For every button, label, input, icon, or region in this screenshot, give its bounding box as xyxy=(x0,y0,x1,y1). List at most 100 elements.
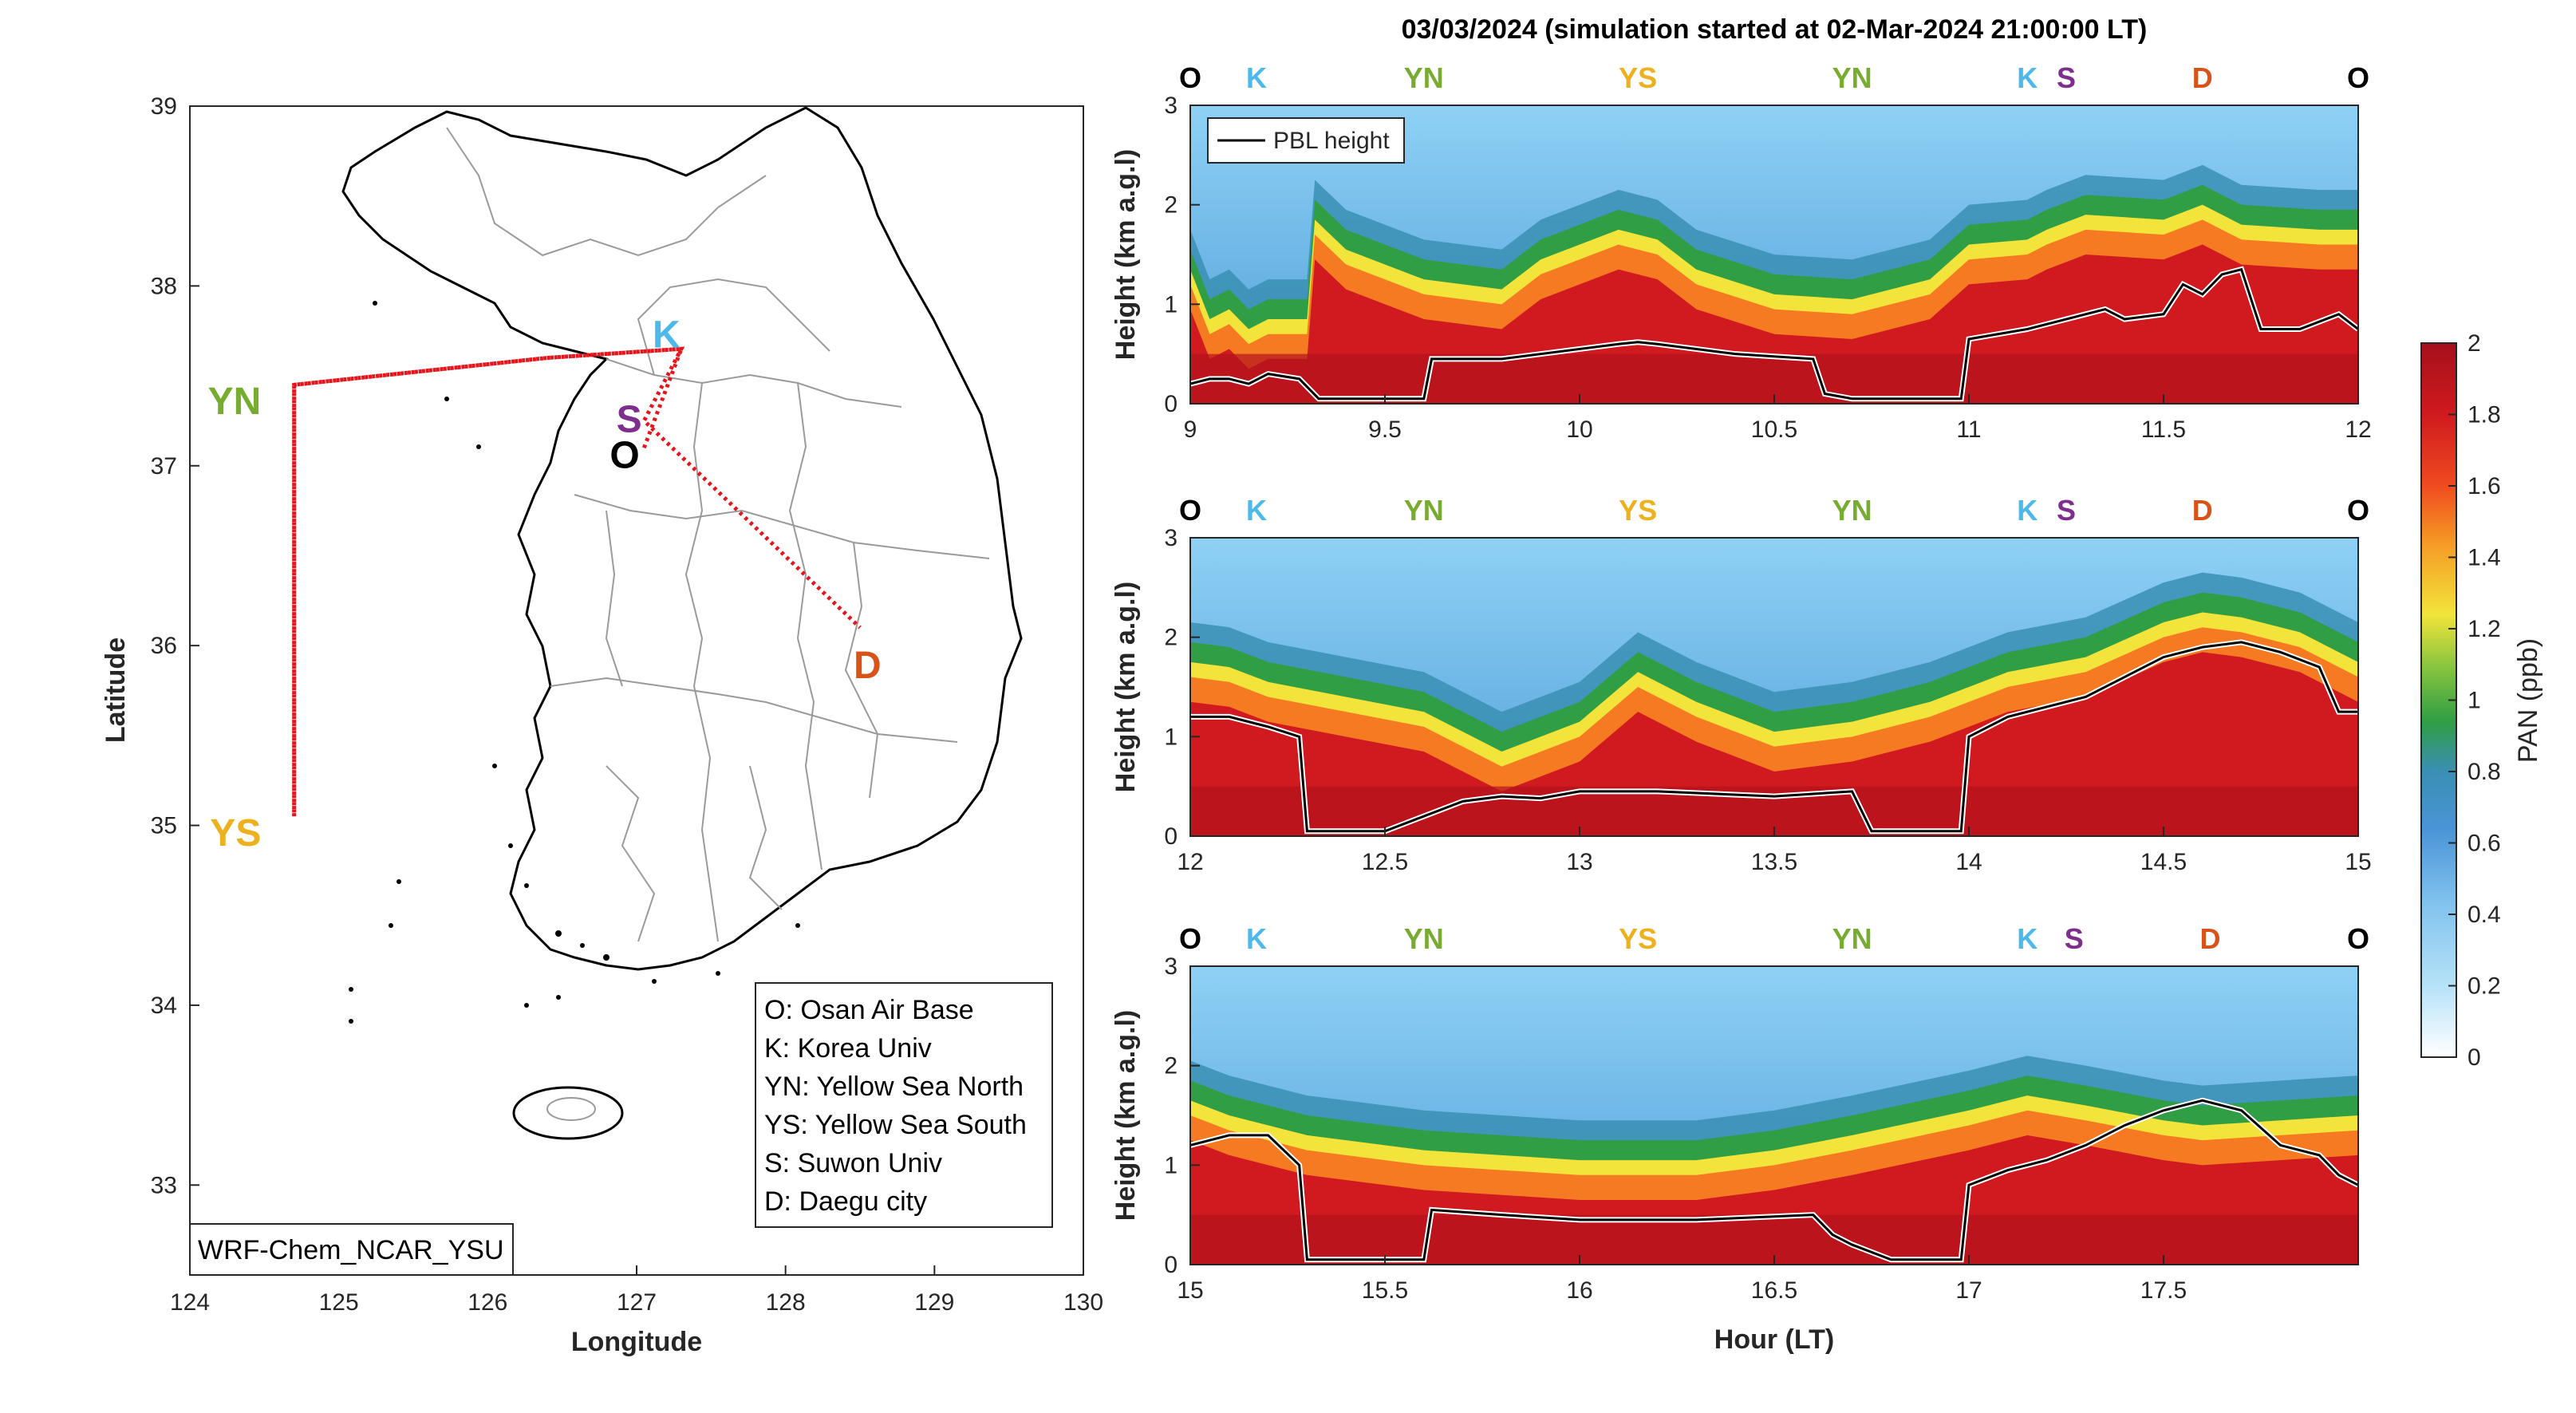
map-site-yn: YN xyxy=(208,381,262,423)
site-label-k: K xyxy=(1246,61,1267,94)
colorbar-tick-label: 0.8 xyxy=(2468,759,2501,785)
xtick-label: 11.5 xyxy=(2141,416,2186,443)
map-ytick-label: 33 xyxy=(151,1172,177,1198)
ytick-label: 2 xyxy=(1164,192,1178,219)
site-label-d: D xyxy=(2192,494,2213,527)
ytick-label: 2 xyxy=(1164,1053,1178,1079)
jeju-island xyxy=(512,1086,624,1140)
site-label-k: K xyxy=(2017,494,2038,527)
legend-item-o: O: Osan Air Base xyxy=(764,995,974,1025)
province-boundaries xyxy=(446,127,990,942)
pbl-legend: PBL height xyxy=(1207,117,1405,164)
xtick-label: 10 xyxy=(1566,416,1592,443)
xtick-label: 12 xyxy=(1177,849,1203,875)
ytick-label: 2 xyxy=(1164,625,1178,651)
map-xtick-label: 128 xyxy=(766,1289,806,1316)
map-site-ys: YS xyxy=(210,812,261,855)
site-label-yn: YN xyxy=(1832,922,1872,955)
map-site-s: S xyxy=(617,398,642,440)
ytick-label: 0 xyxy=(1164,823,1178,850)
map-site-o: O xyxy=(609,435,639,477)
site-label-o: O xyxy=(1179,922,1201,955)
ytick-label: 0 xyxy=(1164,1252,1178,1278)
colorbar-tick-label: 1.8 xyxy=(2468,402,2501,428)
legend-item-d: D: Daegu city xyxy=(764,1186,927,1217)
xtick-label: 12 xyxy=(2345,416,2371,443)
site-legend: O: Osan Air Base K: Korea Univ YN: Yello… xyxy=(755,982,1053,1228)
map-xtick-label: 127 xyxy=(617,1289,657,1316)
site-label-d: D xyxy=(2200,922,2221,955)
flight-track xyxy=(292,346,862,817)
panels-xlabel: Hour (LT) xyxy=(1714,1324,1834,1355)
xtick-label: 11 xyxy=(1956,416,1981,443)
map-xtick-label: 130 xyxy=(1063,1289,1103,1316)
colorbar-tick-label: 0.4 xyxy=(2468,902,2501,928)
site-label-k: K xyxy=(1246,494,1267,527)
site-label-k: K xyxy=(1246,922,1267,955)
colorbar-tick-label: 1 xyxy=(2468,688,2481,714)
colorbar: 0 0.2 0.4 0.6 0.8 1 1.2 1.4 1.6 1.8 2 PAN (ppb) xyxy=(2420,330,2543,1071)
panel-ylabel: Height (km a.g.l) xyxy=(1110,1010,1141,1221)
ytick-label: 3 xyxy=(1164,525,1178,551)
site-label-yn: YN xyxy=(1404,61,1444,94)
site-label-yn: YN xyxy=(1404,922,1444,955)
site-label-yn: YN xyxy=(1832,61,1872,94)
site-label-s: S xyxy=(2065,922,2084,955)
site-label-s: S xyxy=(2057,494,2076,527)
ytick-label: 1 xyxy=(1164,1152,1178,1178)
xtick-label: 13 xyxy=(1566,849,1592,875)
map-ytick-label: 39 xyxy=(151,93,177,120)
ytick-label: 0 xyxy=(1164,391,1178,417)
site-label-o: O xyxy=(1179,61,1201,94)
xtick-label: 14.5 xyxy=(2140,849,2187,875)
colorbar-tick-label: 0 xyxy=(2468,1044,2481,1071)
legend-item-s: S: Suwon Univ xyxy=(764,1148,942,1178)
xtick-label: 14 xyxy=(1955,849,1982,875)
site-label-o: O xyxy=(2347,922,2369,955)
site-label-s: S xyxy=(2057,61,2076,94)
panel-ylabel: Height (km a.g.l) xyxy=(1110,582,1141,792)
map-ytick-label: 36 xyxy=(151,633,177,659)
ytick-label: 1 xyxy=(1164,724,1178,750)
site-label-k: K xyxy=(2017,61,2038,94)
site-label-d: D xyxy=(2192,61,2213,94)
xtick-label: 17.5 xyxy=(2140,1277,2187,1304)
map-site-k: K xyxy=(653,314,680,356)
map-xtick-label: 126 xyxy=(467,1289,507,1316)
map-xtick-label: 129 xyxy=(914,1289,954,1316)
xtick-label: 12.5 xyxy=(1362,849,1408,875)
site-label-yn: YN xyxy=(1404,494,1444,527)
panel-ylabel: Height (km a.g.l) xyxy=(1110,149,1141,360)
model-label-box: WRF-Chem_NCAR_YSU xyxy=(189,1223,514,1276)
figure-title: 03/03/2024 (simulation started at 02-Mar… xyxy=(1402,14,2148,45)
site-label-o: O xyxy=(2347,494,2369,527)
xtick-label: 10.5 xyxy=(1751,416,1797,443)
heatmap-field xyxy=(1190,538,2358,836)
pbl-legend-label: PBL height xyxy=(1273,128,1390,154)
pbl-line xyxy=(1190,641,2358,833)
xtick-label: 15 xyxy=(2345,849,2371,875)
xtick-label: 15 xyxy=(1177,1277,1203,1304)
xtick-label: 16 xyxy=(1566,1277,1592,1304)
site-label-yn: YN xyxy=(1832,494,1872,527)
map-ytick-label: 37 xyxy=(151,453,177,480)
colorbar-ticks: 0 0.2 0.4 0.6 0.8 1 1.2 1.4 1.6 1.8 2 xyxy=(2448,330,2501,1071)
legend-item-yn: YN: Yellow Sea North xyxy=(764,1072,1024,1102)
legend-item-ys: YS: Yellow Sea South xyxy=(764,1110,1027,1140)
legend-item-k: K: Korea Univ xyxy=(764,1033,932,1064)
xtick-label: 16.5 xyxy=(1751,1277,1797,1304)
colorbar-tick-label: 1.4 xyxy=(2468,545,2501,571)
site-label-ys: YS xyxy=(1619,922,1657,955)
map-site-labels: KSO YN YS D xyxy=(208,314,882,855)
flight-track-line xyxy=(292,346,862,817)
colorbar-tick-label: 2 xyxy=(2468,330,2481,357)
heatmap-field xyxy=(1190,966,2358,1265)
ytick-label: 3 xyxy=(1164,953,1178,980)
map-ylabel: Latitude xyxy=(101,637,131,743)
map-panel: 124 125 126 127 128 129 130 33 34 35 36 37 38 39 KSO Y… xyxy=(101,93,1103,1357)
xtick-label: 17 xyxy=(1955,1277,1982,1304)
map-xtick-label: 124 xyxy=(170,1289,210,1316)
site-label-ys: YS xyxy=(1619,494,1657,527)
